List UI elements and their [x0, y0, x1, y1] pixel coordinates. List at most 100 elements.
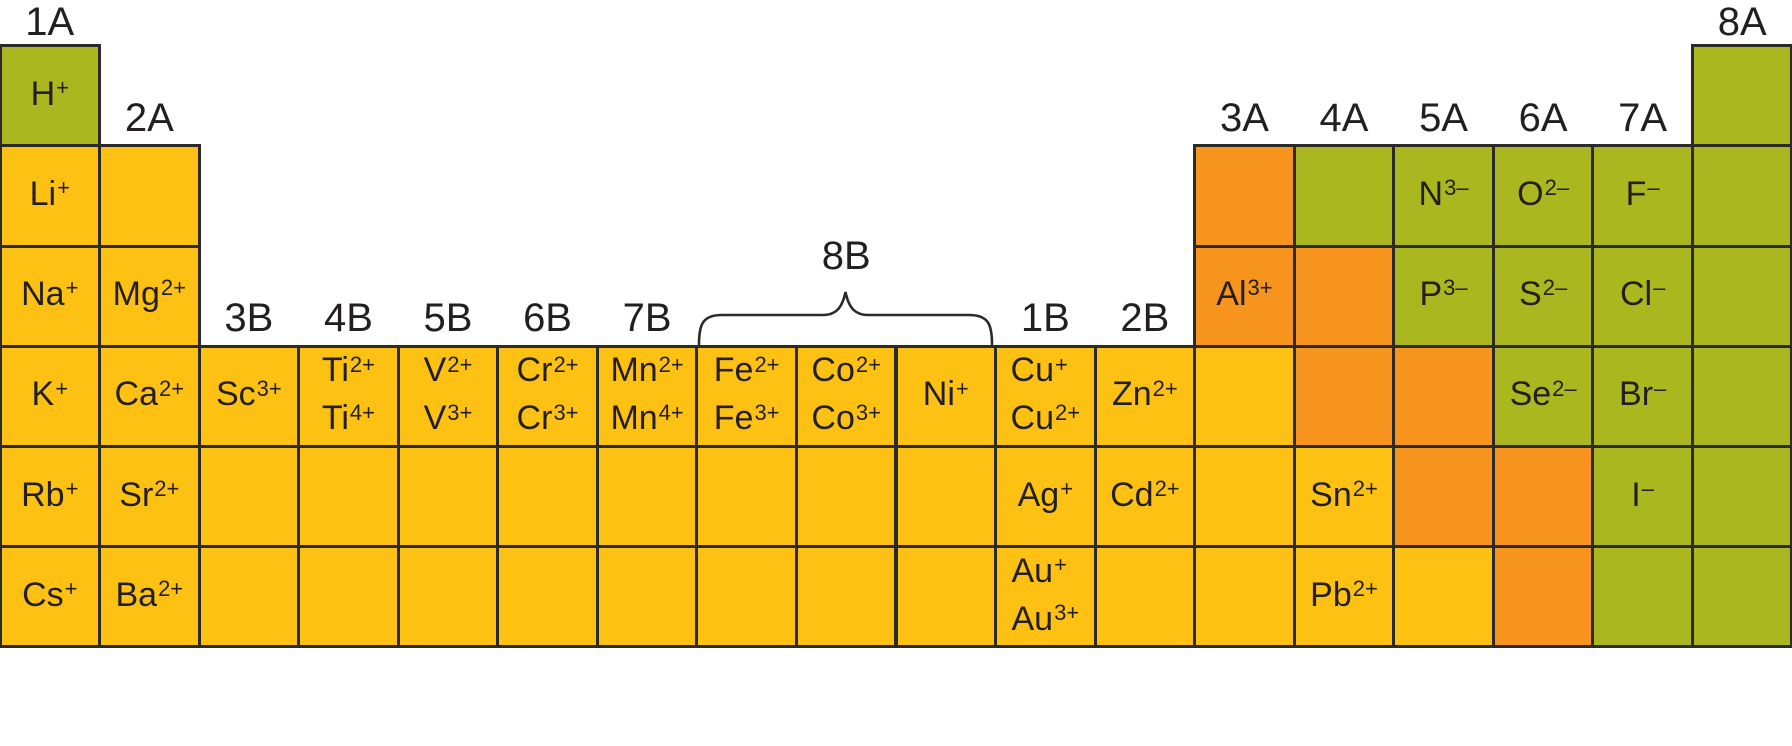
cell-empty-r6c6 [496, 545, 599, 649]
ion-text: Co2+ Co3+ [811, 351, 881, 438]
cell-zn-r4c12: Zn2+ [1093, 344, 1197, 448]
cell-empty-r3c14 [1292, 244, 1396, 348]
ion-text: P3– [1419, 275, 1468, 314]
cell-li-r2c1: Li+ [0, 144, 102, 248]
cell-sr-r5c2: Sr2+ [98, 445, 201, 549]
group-label-6a: 6A [1518, 96, 1568, 140]
group-label-5b: 5B [423, 296, 473, 340]
cell-cr-cr-r4c6: Cr2+ Cr3+ [496, 344, 599, 448]
cell-empty-r6c12 [1093, 545, 1197, 649]
ion-text: N3– [1418, 174, 1469, 213]
cell-cl-r3c17: Cl– [1591, 244, 1694, 348]
cell-p-r3c15: P3– [1392, 244, 1495, 348]
cell-empty-r5c13 [1193, 445, 1296, 549]
cell-empty-r6c18 [1690, 545, 1792, 649]
cell-ba-r6c2: Ba2+ [98, 545, 201, 649]
ion-text: Cr2+ Cr3+ [516, 351, 579, 438]
ion-text: O2– [1517, 174, 1570, 213]
cell-empty-r5c18 [1690, 445, 1792, 549]
cell-sn-r5c14: Sn2+ [1292, 445, 1396, 549]
group-label-1b: 1B [1020, 296, 1070, 340]
cell-empty-r3c18 [1690, 244, 1792, 348]
cell-empty-r2c13 [1193, 144, 1296, 248]
cell-empty-r6c16 [1491, 545, 1595, 649]
cell-k-r4c1: K+ [0, 344, 102, 448]
cell-empty-r2c14 [1292, 144, 1396, 248]
cell-n-r2c15: N3– [1392, 144, 1495, 248]
cell-empty-r6c3 [197, 545, 301, 649]
group-label-7b: 7B [622, 296, 672, 340]
cell-au-au-r6c11: Au+ Au3+ [994, 545, 1097, 649]
cell-empty-r5c9 [794, 445, 898, 549]
cell-empty-r5c15 [1392, 445, 1495, 549]
group-label-7a: 7A [1618, 96, 1668, 140]
ion-text: Sc3+ [215, 375, 282, 414]
ion-text: Br– [1619, 375, 1667, 414]
cell-empty-r4c14 [1292, 344, 1396, 448]
cell-fe-fe-r4c8: Fe2+ Fe3+ [695, 344, 798, 448]
ion-text: H+ [30, 74, 69, 113]
cell-empty-r2c18 [1690, 144, 1792, 248]
cell-empty-r6c15 [1392, 545, 1495, 649]
cell-mg-r3c2: Mg2+ [98, 244, 201, 348]
group-label-2b: 2B [1120, 296, 1170, 340]
cell-sc-r4c3: Sc3+ [197, 344, 301, 448]
cell-empty-r4c18 [1690, 344, 1792, 448]
group-label-3a: 3A [1219, 96, 1269, 140]
cell-empty-r6c7 [595, 545, 699, 649]
cell-ti-ti-r4c4: Ti2+ Ti4+ [297, 344, 400, 448]
ion-text: I– [1631, 475, 1654, 514]
cell-empty-r6c4 [297, 545, 400, 649]
cell-empty-r6c10 [894, 545, 998, 649]
ion-text: Au+ Au3+ [1011, 551, 1080, 638]
ion-text: S2– [1519, 275, 1568, 314]
cell-mn-mn-r4c7: Mn2+ Mn4+ [595, 344, 699, 448]
group-label-1a: 1A [25, 0, 75, 44]
ion-text: Ti2+ Ti4+ [321, 351, 375, 438]
cell-al-r3c13: Al3+ [1193, 244, 1296, 348]
cell-cs-r6c1: Cs+ [0, 545, 102, 649]
cell-empty-r5c6 [496, 445, 599, 549]
ion-text: Na+ [21, 275, 79, 314]
group-label-4b: 4B [323, 296, 373, 340]
cell-empty-r5c10 [894, 445, 998, 549]
group-label-6b: 6B [523, 296, 572, 340]
cell-ni-r4c10: Ni+ [894, 344, 998, 448]
cell-empty-r6c9 [794, 545, 898, 649]
ion-text: V2+ V3+ [423, 351, 473, 438]
cell-empty-r6c17 [1591, 545, 1694, 649]
group-label-5a: 5A [1419, 96, 1468, 140]
ion-text: K+ [31, 375, 69, 414]
cell-empty-r5c7 [595, 445, 699, 549]
cell-co-co-r4c9: Co2+ Co3+ [794, 344, 898, 448]
cell-na-r3c1: Na+ [0, 244, 102, 348]
brace-8b-icon [697, 292, 994, 346]
cell-s-r3c16: S2– [1491, 244, 1595, 348]
group-label-8a: 8A [1717, 0, 1767, 44]
ion-text: Ni+ [922, 375, 969, 414]
ion-text: Sn2+ [1310, 475, 1378, 514]
cell-h-r1c1: H+ [0, 44, 102, 148]
cell-empty-r6c5 [396, 545, 500, 649]
cell-empty-r1c18 [1690, 44, 1792, 148]
ion-text: Rb+ [21, 475, 79, 514]
cell-v-v-r4c5: V2+ V3+ [396, 344, 500, 448]
ion-text: Cl– [1619, 275, 1666, 314]
ion-text: Ba2+ [115, 575, 184, 614]
cell-rb-r5c1: Rb+ [0, 445, 102, 549]
cell-empty-r5c5 [396, 445, 500, 549]
group-label-8b: 8B [821, 234, 871, 278]
cell-empty-r2c2 [98, 144, 201, 248]
cell-i-r5c17: I– [1591, 445, 1694, 549]
ion-text: Mn2+ Mn4+ [610, 351, 684, 438]
ion-text: Se2– [1509, 375, 1577, 414]
ion-text: Cd2+ [1110, 475, 1180, 514]
cell-empty-r6c8 [695, 545, 798, 649]
ion-text: Mg2+ [112, 275, 186, 314]
cell-empty-r4c15 [1392, 344, 1495, 448]
ion-text: Cu+ Cu2+ [1010, 351, 1081, 438]
ion-text: Cs+ [22, 575, 78, 614]
cell-cd-r5c12: Cd2+ [1093, 445, 1197, 549]
group-label-3b: 3B [224, 296, 274, 340]
